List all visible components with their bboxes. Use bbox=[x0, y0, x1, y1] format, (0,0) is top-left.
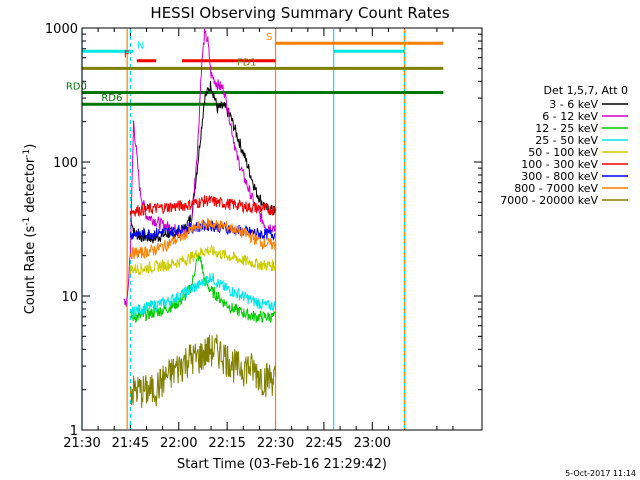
vertical-markers bbox=[81, 29, 406, 429]
legend-label-4: 50 - 100 keV bbox=[528, 146, 598, 159]
footer-timestamp: 5-Oct-2017 11:14 bbox=[565, 469, 636, 478]
flag-label-5: FD1 bbox=[237, 57, 257, 68]
y-tick-label-1: 10 bbox=[61, 290, 78, 305]
series-line-6 bbox=[129, 219, 276, 242]
y-tick-label-0: 1 bbox=[70, 424, 78, 439]
legend-label-1: 6 - 12 keV bbox=[542, 110, 598, 123]
plot-frame bbox=[81, 27, 483, 431]
legend-label-5: 100 - 300 keV bbox=[521, 158, 598, 171]
legend-label-2: 12 - 25 keV bbox=[535, 122, 598, 135]
flag-label-7: RD6 bbox=[101, 93, 122, 104]
series-line-5 bbox=[129, 195, 276, 217]
series-line-4 bbox=[129, 244, 276, 275]
y-tick-labels: 1 10 100 1000 bbox=[45, 22, 78, 439]
flag-label-1: F bbox=[124, 50, 130, 61]
legend-label-0: 3 - 6 keV bbox=[549, 98, 598, 111]
legend-label-8: 7000 - 20000 keV bbox=[500, 194, 598, 207]
flag-label-0: N bbox=[137, 40, 144, 51]
x-tick-label-6: 23:00 bbox=[354, 436, 391, 451]
y-tick-label-2: 100 bbox=[53, 156, 78, 171]
legend-label-6: 300 - 800 keV bbox=[521, 170, 598, 183]
x-tick-label-3: 22:15 bbox=[208, 436, 245, 451]
data-series bbox=[123, 28, 276, 409]
flag-label-6: RD0 bbox=[66, 82, 87, 93]
x-tick-label-2: 22:00 bbox=[160, 436, 197, 451]
flag-label-3: S bbox=[266, 32, 272, 43]
x-tick-label-4: 22:30 bbox=[257, 436, 294, 451]
y-tick-label-3: 1000 bbox=[45, 22, 78, 37]
legend-header: Det 1,5,7, Att 0 bbox=[544, 84, 628, 97]
state-flags: NF S FD1 RD0 RD6 bbox=[66, 32, 444, 106]
x-tick-label-0: 21:30 bbox=[63, 436, 100, 451]
series-line-3 bbox=[130, 273, 276, 318]
legend-label-7: 800 - 7000 keV bbox=[514, 182, 598, 195]
y-axis-label: Count Rate (s-1 detector-1) bbox=[22, 144, 38, 315]
chart-title: HESSI Observing Summary Count Rates bbox=[150, 4, 449, 22]
series-line-7 bbox=[129, 217, 276, 260]
legend-label-3: 25 - 50 keV bbox=[535, 134, 598, 147]
x-tick-label-5: 22:45 bbox=[305, 436, 342, 451]
tick-marks bbox=[81, 27, 482, 431]
series-line-8 bbox=[129, 334, 276, 409]
x-axis-label: Start Time (03-Feb-16 21:29:42) bbox=[177, 457, 387, 472]
x-tick-label-1: 21:45 bbox=[112, 436, 149, 451]
series-line-1 bbox=[123, 28, 276, 307]
x-tick-labels: 21:30 21:45 22:00 22:15 22:30 22:45 23:00 bbox=[63, 436, 391, 451]
